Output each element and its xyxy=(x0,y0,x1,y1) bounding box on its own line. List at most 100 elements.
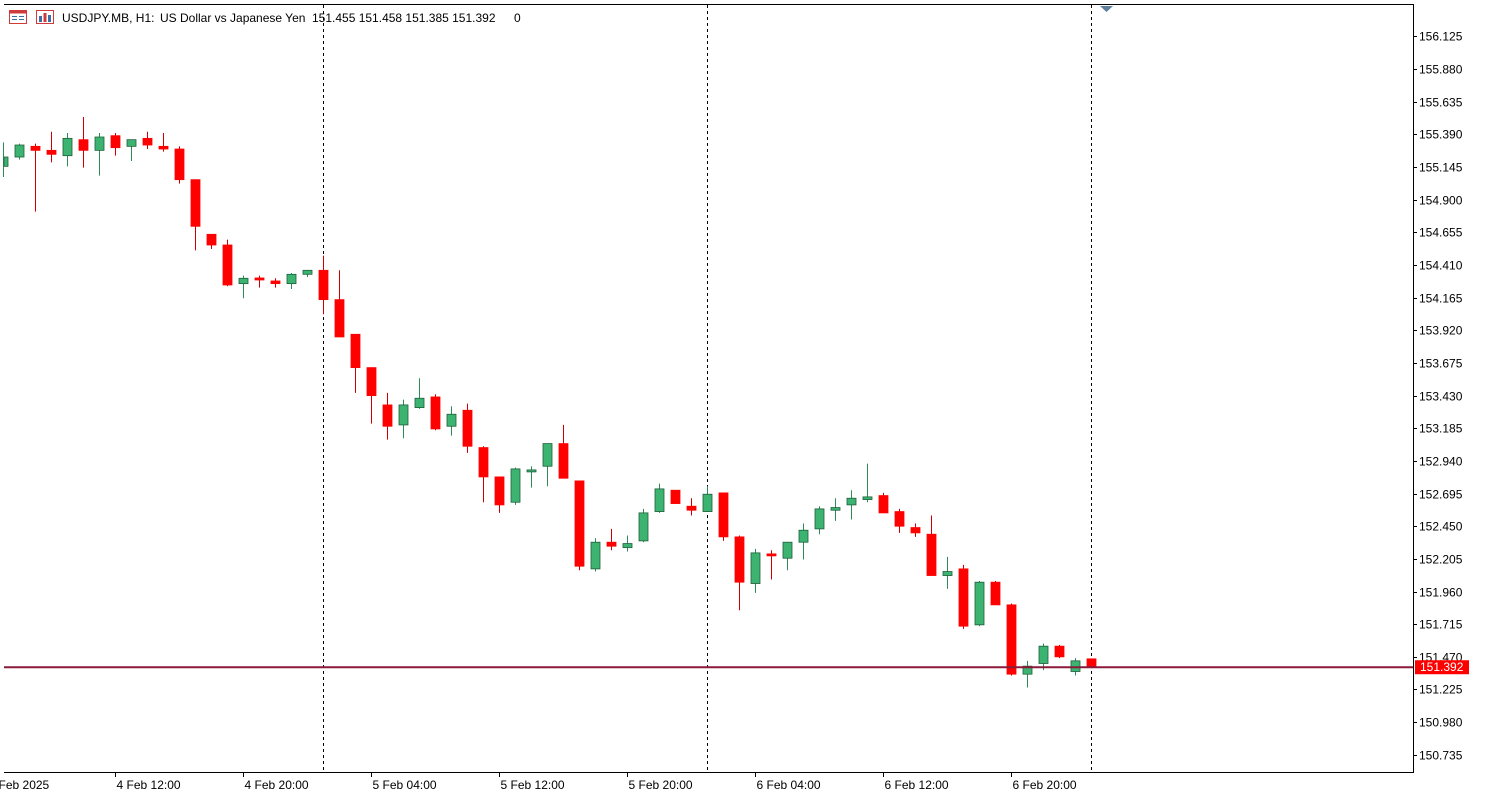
price-axis-label: 155.880 xyxy=(1419,63,1463,77)
bearish-candle xyxy=(1086,658,1097,668)
bearish-candle xyxy=(670,489,681,504)
bearish-candle xyxy=(430,396,441,430)
price-axis-label: 154.655 xyxy=(1419,226,1463,240)
bearish-candle xyxy=(910,527,921,534)
time-axis[interactable]: 4 Feb 2025 4 Feb 12:00 4 Feb 20:00 5 Feb 04… xyxy=(0,772,1077,792)
bullish-candle xyxy=(846,497,857,506)
bearish-candle xyxy=(894,511,905,527)
bullish-candle xyxy=(830,507,841,511)
price-axis-label: 156.125 xyxy=(1419,30,1463,44)
bearish-candle xyxy=(718,492,729,538)
bearish-candle xyxy=(222,244,233,286)
bullish-candle xyxy=(750,552,761,584)
bullish-candle xyxy=(862,496,873,500)
bullish-candle xyxy=(942,571,953,576)
bullish-candle xyxy=(622,543,633,548)
price-axis-label: 154.410 xyxy=(1419,259,1463,273)
price-axis-label: 155.390 xyxy=(1419,128,1463,142)
bullish-candle xyxy=(126,139,137,147)
price-axis-label: 152.940 xyxy=(1419,455,1463,469)
bullish-candle xyxy=(62,137,73,157)
price-axis-label: 154.165 xyxy=(1419,292,1463,306)
bearish-candle xyxy=(254,277,265,281)
bearish-candle xyxy=(766,553,777,557)
chart-volume-value: 0 xyxy=(514,11,521,25)
bullish-candle xyxy=(14,144,25,158)
bullish-candle xyxy=(302,269,313,275)
current-price-label: 151.392 xyxy=(1415,660,1469,675)
price-axis-label: 152.695 xyxy=(1419,488,1463,502)
bearish-candle xyxy=(686,505,697,511)
bullish-candle xyxy=(638,512,649,542)
bearish-candle xyxy=(558,443,569,479)
price-axis-label: 153.185 xyxy=(1419,422,1463,436)
bearish-candle xyxy=(574,480,585,567)
bullish-candle xyxy=(782,541,793,559)
bullish-candle xyxy=(510,468,521,503)
bullish-candle xyxy=(238,277,249,285)
chart-header: USDJPY.MB, H1: US Dollar vs Japanese Yen… xyxy=(9,10,521,25)
bearish-candle xyxy=(462,409,473,447)
bearish-candle xyxy=(334,299,345,338)
time-axis-label: 6 Feb 04:00 xyxy=(757,778,821,792)
price-axis-label: 153.920 xyxy=(1419,324,1463,338)
time-axis-label: 4 Feb 20:00 xyxy=(245,778,309,792)
candlestick-series xyxy=(3,117,1097,688)
bullish-candle xyxy=(1070,660,1081,672)
bearish-candle xyxy=(190,179,201,227)
bearish-candle xyxy=(46,149,57,155)
price-axis-label: 155.635 xyxy=(1419,96,1463,110)
bullish-candle xyxy=(94,136,105,151)
bearish-candle xyxy=(142,137,153,146)
current-price-text: 151.392 xyxy=(1420,660,1464,674)
bullish-candle xyxy=(590,541,601,570)
bearish-candle xyxy=(382,404,393,427)
bullish-candle xyxy=(798,529,809,543)
time-axis-label: 6 Feb 12:00 xyxy=(885,778,949,792)
bullish-candle xyxy=(3,156,9,167)
object-list-icon[interactable] xyxy=(36,10,54,24)
price-axis-label: 152.205 xyxy=(1419,553,1463,567)
bearish-candle xyxy=(494,476,505,506)
chart-shift-marker-icon[interactable] xyxy=(1100,6,1113,12)
bearish-candle xyxy=(366,367,377,396)
bullish-candle xyxy=(542,443,553,467)
bearish-candle xyxy=(478,447,489,478)
time-axis-label: 6 Feb 20:00 xyxy=(1013,778,1077,792)
bearish-candle xyxy=(926,533,937,576)
bearish-candle xyxy=(734,536,745,583)
bearish-candle xyxy=(206,233,217,246)
bearish-candle xyxy=(606,541,617,547)
price-axis-label: 154.900 xyxy=(1419,194,1463,208)
price-axis-label: 151.715 xyxy=(1419,618,1463,632)
bullish-candle xyxy=(286,273,297,285)
price-axis-label: 153.675 xyxy=(1419,357,1463,371)
time-axis-label: 5 Feb 20:00 xyxy=(629,778,693,792)
bullish-candle xyxy=(974,581,985,626)
bearish-candle xyxy=(174,148,185,181)
price-axis-label: 153.430 xyxy=(1419,390,1463,404)
bearish-candle xyxy=(1054,645,1065,658)
time-axis-label: 4 Feb 2025 xyxy=(0,778,50,792)
price-axis-label: 150.980 xyxy=(1419,716,1463,730)
bullish-candle xyxy=(702,493,713,512)
bearish-candle xyxy=(270,280,281,285)
bearish-candle xyxy=(78,139,89,151)
time-axis-label: 5 Feb 12:00 xyxy=(501,778,565,792)
price-axis[interactable]: 156.125 155.880 155.635 155.390 155.145 154.9… xyxy=(1413,30,1463,763)
bullish-candle xyxy=(814,508,825,530)
bearish-candle xyxy=(30,145,41,151)
bullish-candle xyxy=(1022,665,1033,675)
chart-symbol-label: USDJPY.MB, H1: xyxy=(62,11,154,25)
chart-ohlc-values: 151.455 151.458 151.385 151.392 xyxy=(312,11,496,25)
bearish-candle xyxy=(990,581,1001,606)
price-axis-label: 151.960 xyxy=(1419,586,1463,600)
bearish-candle xyxy=(878,495,889,514)
trading-chart-icon[interactable] xyxy=(9,10,27,24)
price-axis-label: 155.145 xyxy=(1419,161,1463,175)
bearish-candle xyxy=(110,135,121,149)
price-axis-label: 152.450 xyxy=(1419,520,1463,534)
price-axis-label: 150.735 xyxy=(1419,749,1463,763)
